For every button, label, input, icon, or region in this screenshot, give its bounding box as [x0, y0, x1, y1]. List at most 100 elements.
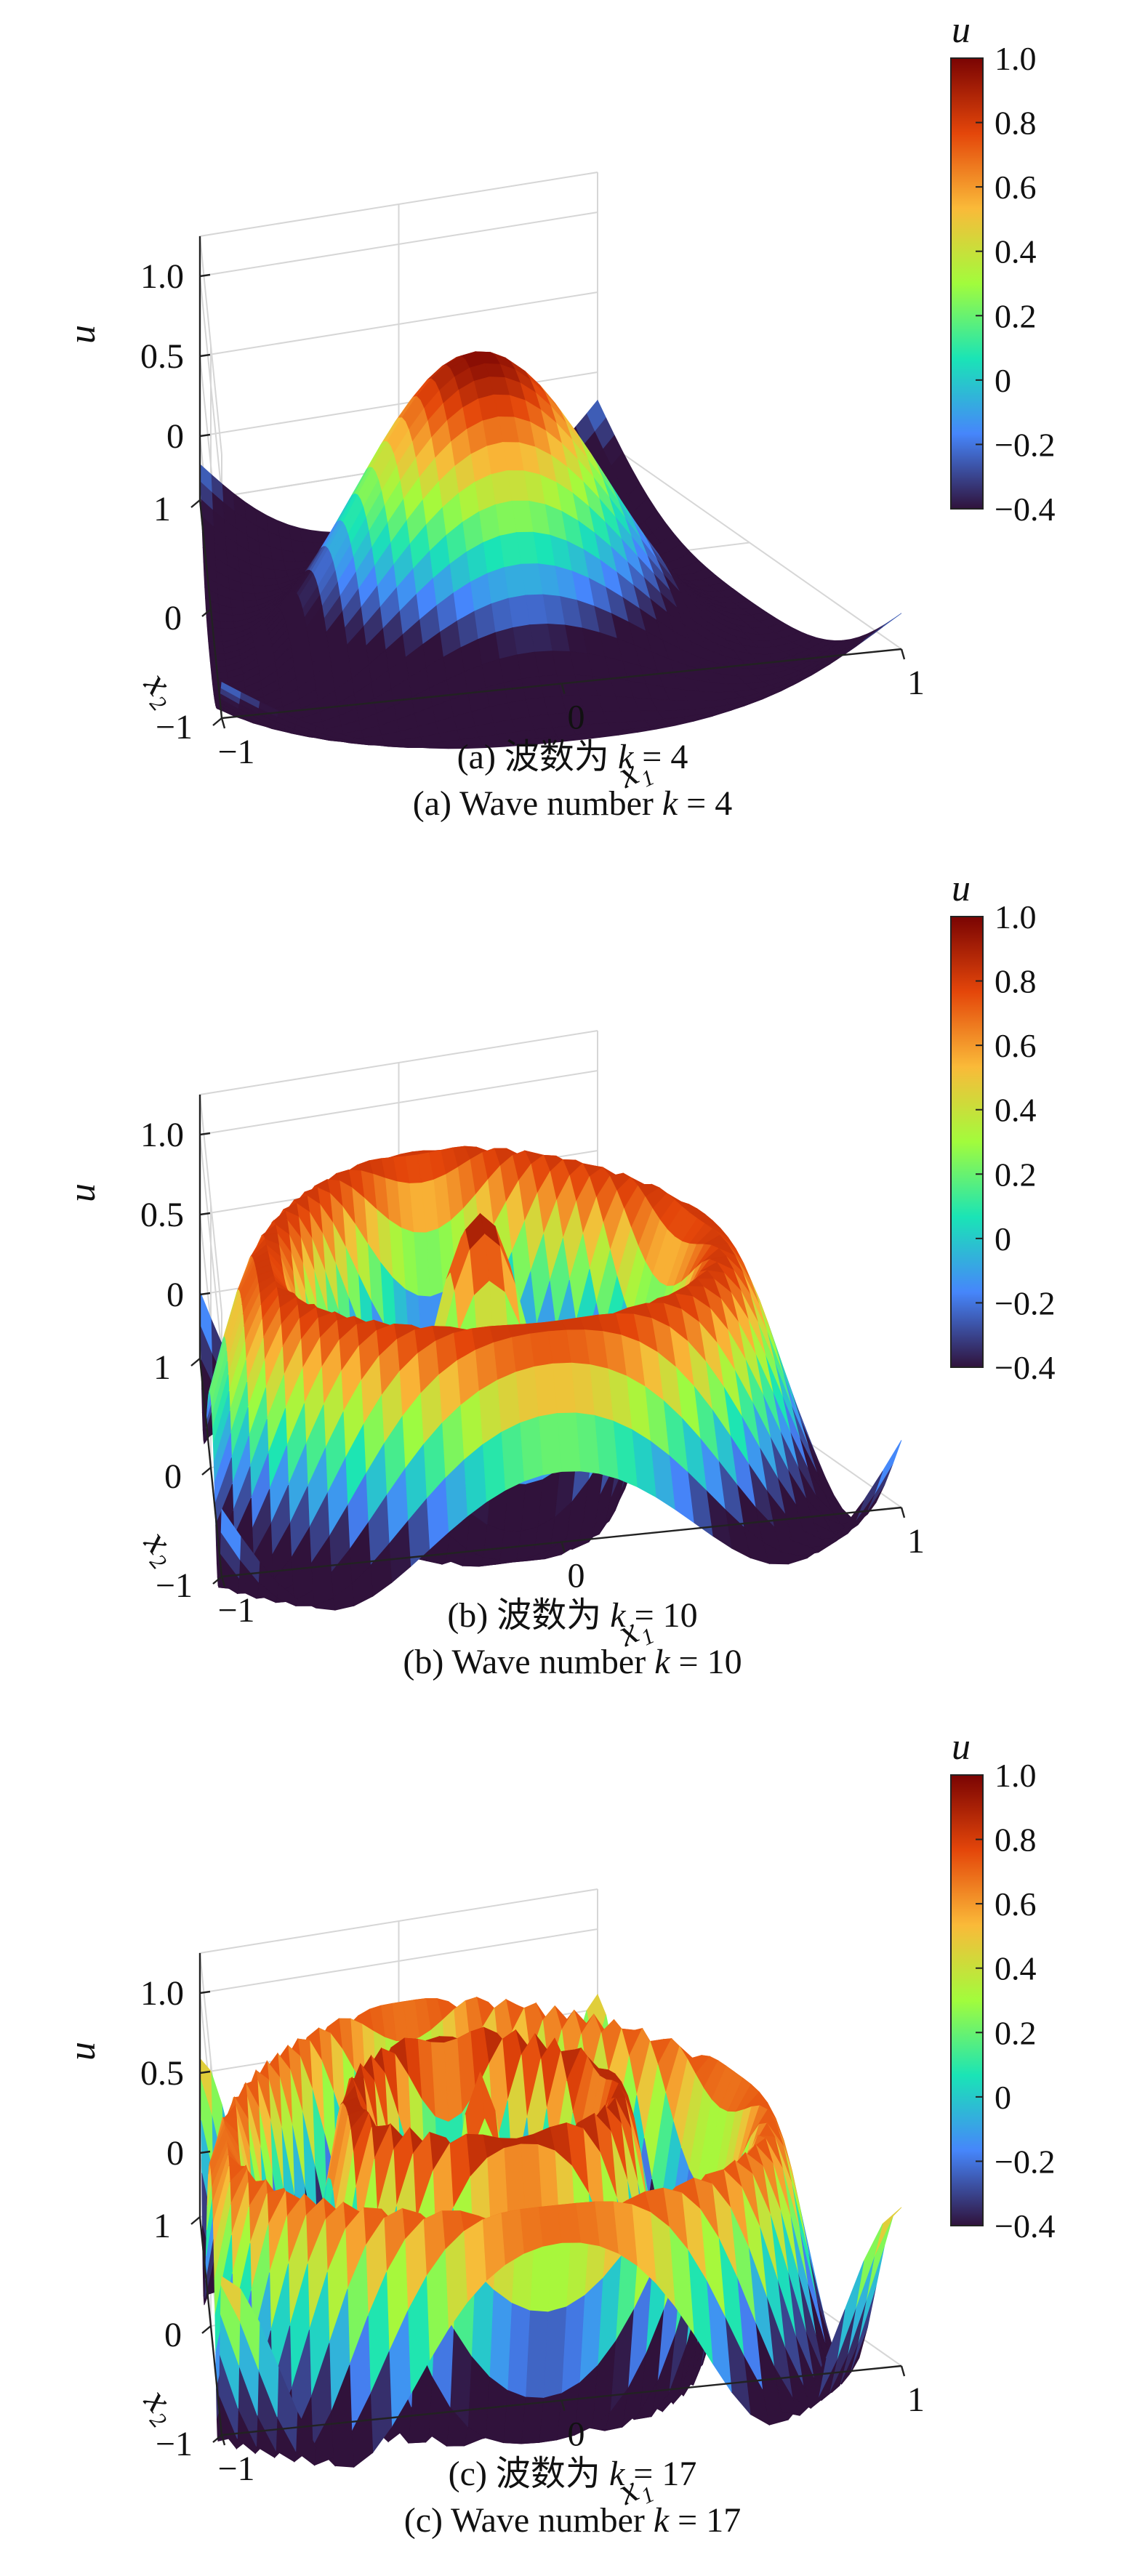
colorbar-title: u: [952, 1726, 971, 1768]
x2-tick-label: 1: [153, 1348, 171, 1387]
colorbar-tick-label: −0.4: [995, 2207, 1055, 2245]
x2-tick-mark: [201, 2325, 212, 2334]
surface-facet: [209, 653, 225, 661]
colorbar-tick-label: 1.0: [995, 40, 1037, 77]
x2-tick-label: 1: [153, 490, 171, 528]
surface-facet: [210, 666, 228, 674]
z-tick-label: 0.5: [140, 337, 184, 376]
colorbar-tick-label: −0.2: [995, 2143, 1055, 2180]
x2-tick-mark: [190, 2216, 201, 2225]
z-tick-label: 1.0: [140, 1116, 184, 1154]
colorbar-tick-label: 0.2: [995, 297, 1037, 334]
surface-facet: [866, 1463, 893, 1513]
colorbar-tick-label: 0: [995, 362, 1011, 399]
x1-tick-mark: [900, 2365, 906, 2377]
x1-tick-label: −1: [217, 1591, 254, 1630]
colorbar-tick-label: 0.6: [995, 1027, 1037, 1064]
surface-facet: [211, 672, 228, 680]
z-tick-mark: [199, 273, 211, 278]
colorbar-tick-label: 0.2: [995, 1156, 1037, 1193]
x1-tick-mark: [561, 683, 566, 694]
z-tick-mark: [199, 1212, 211, 1216]
colorbar-tick-label: 0.6: [995, 169, 1037, 206]
colorbar-tick-label: 0.8: [995, 105, 1037, 142]
surface-facet: [220, 1508, 241, 1561]
x1-tick-label: 0: [568, 699, 585, 737]
x2-tick-label: 0: [164, 1457, 182, 1496]
x2-tick-mark: [212, 1576, 222, 1585]
surface-facet: [220, 682, 241, 699]
z-tick-label: 0.5: [140, 2054, 184, 2093]
z-tick-mark: [199, 1990, 211, 1995]
z-tick-mark: [199, 2150, 211, 2154]
caption-cn-b: (b) 波数为 k = 10: [447, 1596, 698, 1635]
z-tick-mark: [199, 2070, 211, 2074]
colorbar-tick-label: 0.2: [995, 2014, 1037, 2051]
x1-tick-mark: [561, 1542, 566, 1553]
surface-facet: [212, 678, 229, 685]
caption-en-a: (a) Wave number k = 4: [412, 784, 733, 823]
chart-panel-c: 1.0 0.5 0 u 1 0 −1 x₂ −1 0 1 x₁ u 1.0 0.8 0.6 0.4 0.2 0 −0.…: [0, 1717, 1145, 2575]
colorbar-tick-label: 0.4: [995, 1950, 1037, 1987]
colorbar: [950, 1774, 984, 2226]
colorbar-tick-label: −0.2: [995, 426, 1055, 463]
x2-tick-mark: [212, 2434, 222, 2443]
z-tick-mark: [199, 353, 211, 358]
surface-facet: [209, 648, 225, 656]
colorbar-tick-label: 0.4: [995, 233, 1037, 270]
x2-tick-label: 0: [164, 2316, 182, 2354]
axes: [190, 1095, 906, 1587]
colorbar-tick-label: 0: [995, 2079, 1011, 2116]
colorbar-title: u: [952, 9, 971, 51]
x1-tick-label: 0: [568, 1557, 585, 1595]
floor-gridline: [597, 435, 902, 650]
x2-axis-label: x₂: [136, 2380, 188, 2431]
z-axis-label: u: [62, 2042, 103, 2061]
surface-facet: [220, 2276, 241, 2322]
surface-facet: [482, 1431, 505, 1503]
colorbar-tick-label: 1.0: [995, 898, 1037, 935]
colorbar: [950, 916, 984, 1368]
surface-facet: [220, 621, 236, 629]
surface-plot-b: 1.00.50u10−1x₂−101x₁u1.00.80.60.40.20−0.…: [62, 868, 1055, 1655]
colorbar-tick-label: 0.4: [995, 1092, 1037, 1129]
colorbar-tick-label: −0.2: [995, 1284, 1055, 1321]
colorbar: [950, 57, 984, 510]
surface-mesh: [199, 1994, 902, 2468]
x1-tick-label: −1: [217, 733, 254, 771]
x2-tick-label: −1: [156, 2425, 193, 2463]
x2-tick-mark: [212, 717, 222, 726]
axes: [190, 236, 906, 729]
surface-facet: [209, 659, 227, 668]
colorbar-title: u: [952, 868, 971, 909]
z-axis-label: u: [62, 1183, 103, 1202]
caption-cn-c: (c) 波数为 k = 17: [448, 2455, 697, 2493]
colorbar-tick-label: 0.8: [995, 1822, 1037, 1859]
x2-tick-label: 1: [153, 2207, 171, 2245]
chart-panel-a: 1.0 0.5 0 u 1 0 −1 x₂ −1 0 1 x₁ u 1.0 0.8 0.6 0.4 0.2 0 −0.…: [0, 0, 1145, 858]
x2-tick-label: −1: [156, 708, 193, 746]
colorbar-tick-label: −0.4: [995, 491, 1055, 528]
x1-tick-label: 1: [907, 2380, 925, 2419]
surface-plot-a: 1.00.50u10−1x₂−101x₁u1.00.80.60.40.20−0.…: [62, 9, 1055, 797]
surface-facet: [874, 1440, 902, 1495]
x2-tick-mark: [201, 608, 212, 617]
z-tick-mark: [199, 1132, 211, 1136]
chart-panel-b: 1.0 0.5 0 u 1 0 −1 x₂ −1 0 1 x₁ u 1.0 0.8 0.6 0.4 0.2 0 −0.…: [0, 858, 1145, 1717]
x1-tick-label: 1: [907, 664, 925, 702]
z-axis-label: u: [62, 325, 103, 344]
colorbar-tick-label: 0: [995, 1220, 1011, 1257]
x2-axis-label: x₂: [136, 664, 188, 714]
z-tick-mark: [199, 1292, 211, 1296]
x1-tick-mark: [561, 2400, 566, 2411]
z-tick-label: 1.0: [140, 1974, 184, 2013]
x1-tick-mark: [220, 2434, 226, 2446]
surface-facet: [241, 592, 257, 602]
x2-tick-mark: [190, 1358, 201, 1367]
axes: [190, 1953, 906, 2446]
z-tick-label: 0: [166, 1276, 184, 1314]
colorbar-tick-label: 1.0: [995, 1757, 1037, 1794]
z-tick-mark: [199, 433, 211, 438]
x1-tick-label: −1: [217, 2450, 254, 2488]
x1-tick-mark: [220, 1576, 226, 1587]
